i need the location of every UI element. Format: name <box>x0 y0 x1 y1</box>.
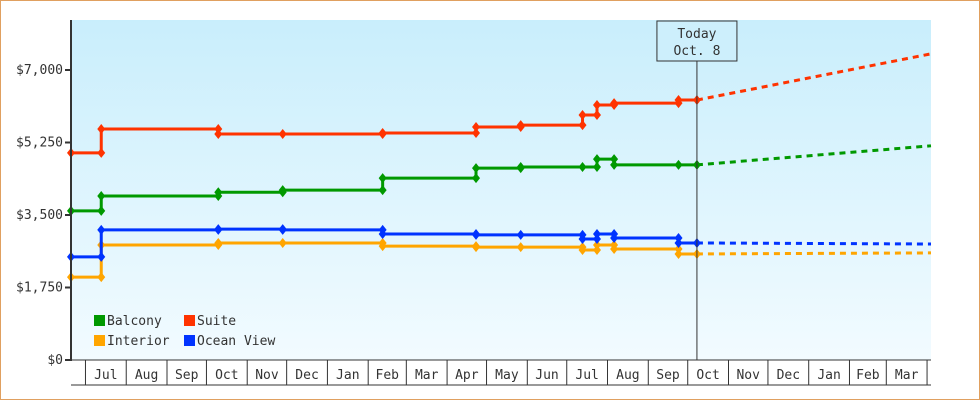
series-balcony <box>67 144 932 216</box>
data-point <box>578 245 587 256</box>
legend-label: Balcony <box>107 314 162 329</box>
legend: Balcony Suite Interior Ocean View <box>94 314 275 349</box>
legend-label: Ocean View <box>197 334 275 349</box>
x-tick-label: Jun <box>535 368 558 383</box>
data-point <box>610 154 619 165</box>
data-point <box>214 224 223 235</box>
series-suite <box>67 52 932 158</box>
data-point <box>578 161 587 172</box>
x-tick-label: Mar <box>415 368 439 383</box>
data-point <box>278 237 287 248</box>
y-tick-label: $5,250 <box>16 136 63 151</box>
data-point <box>378 173 387 184</box>
data-point <box>610 243 619 254</box>
data-point <box>472 127 481 138</box>
legend-label: Interior <box>107 334 170 349</box>
legend-swatch <box>184 335 195 346</box>
x-tick-label: Mar <box>895 368 919 383</box>
today-marker: Today Oct. 8 <box>656 20 738 360</box>
y-tick-label: $1,750 <box>16 281 63 296</box>
x-tick-label: Sep <box>656 368 680 383</box>
data-point <box>97 190 106 201</box>
today-box <box>656 20 738 62</box>
x-tick-label: Sep <box>175 368 199 383</box>
data-point <box>278 224 287 235</box>
x-tick-label: Jan <box>336 368 359 383</box>
plot-area <box>71 20 931 360</box>
y-tick-label: $0 <box>47 353 63 368</box>
x-tick-label: Aug <box>135 368 158 383</box>
today-label: Today <box>677 27 716 42</box>
y-tick-label: $7,000 <box>16 63 63 78</box>
x-tick-label: Apr <box>455 368 479 383</box>
data-point <box>97 124 106 135</box>
data-point <box>578 234 587 245</box>
data-point <box>610 98 619 109</box>
data-point <box>592 229 601 240</box>
x-tick-label: Nov <box>736 368 760 383</box>
x-tick-label: Oct <box>215 368 238 383</box>
today-date: Oct. 8 <box>673 44 720 59</box>
data-point <box>674 248 683 259</box>
data-point <box>516 120 525 131</box>
data-point <box>472 242 481 253</box>
data-point <box>472 121 481 132</box>
data-point <box>592 100 601 111</box>
legend-swatch <box>184 315 195 326</box>
data-point <box>378 127 387 138</box>
data-point <box>378 241 387 252</box>
data-point <box>516 161 525 172</box>
legend-swatch <box>94 315 105 326</box>
x-tick-label: Oct <box>696 368 719 383</box>
x-tick-label: Feb <box>376 368 400 383</box>
data-point <box>516 242 525 253</box>
data-point <box>214 237 223 248</box>
data-point <box>97 205 106 216</box>
x-tick-label: Jul <box>94 368 117 383</box>
data-point <box>674 159 683 170</box>
data-point <box>214 187 223 198</box>
data-point <box>592 109 601 120</box>
data-point <box>278 129 287 140</box>
data-point <box>578 109 587 120</box>
data-point <box>97 224 106 235</box>
data-point <box>610 232 619 243</box>
x-tick-label: Jan <box>817 368 840 383</box>
data-point <box>592 154 601 165</box>
y-tick-label: $3,500 <box>16 208 63 223</box>
legend-swatch <box>94 335 105 346</box>
data-point <box>592 161 601 172</box>
data-point <box>674 237 683 248</box>
data-point <box>97 272 106 283</box>
data-point <box>472 229 481 240</box>
x-tick-label: Feb <box>856 368 880 383</box>
x-tick-label: Aug <box>616 368 639 383</box>
data-point <box>378 229 387 240</box>
x-tick-label: Nov <box>255 368 279 383</box>
x-tick-label: Dec <box>295 368 318 383</box>
data-point <box>578 120 587 131</box>
data-point <box>472 163 481 174</box>
data-point <box>278 185 287 196</box>
x-tick-label: Jul <box>575 368 598 383</box>
data-point <box>674 95 683 106</box>
data-point <box>592 240 601 251</box>
data-point <box>214 129 223 140</box>
series-interior <box>67 237 932 283</box>
forecast-line <box>696 52 932 102</box>
x-tick-label: May <box>495 368 519 383</box>
data-point <box>97 147 106 158</box>
series-ocean-view <box>67 224 932 262</box>
data-point <box>610 159 619 170</box>
data-point <box>516 229 525 240</box>
data-point <box>472 173 481 184</box>
data-point <box>378 185 387 196</box>
data-point <box>97 251 106 262</box>
x-tick-label: Dec <box>777 368 800 383</box>
legend-label: Suite <box>197 314 236 329</box>
